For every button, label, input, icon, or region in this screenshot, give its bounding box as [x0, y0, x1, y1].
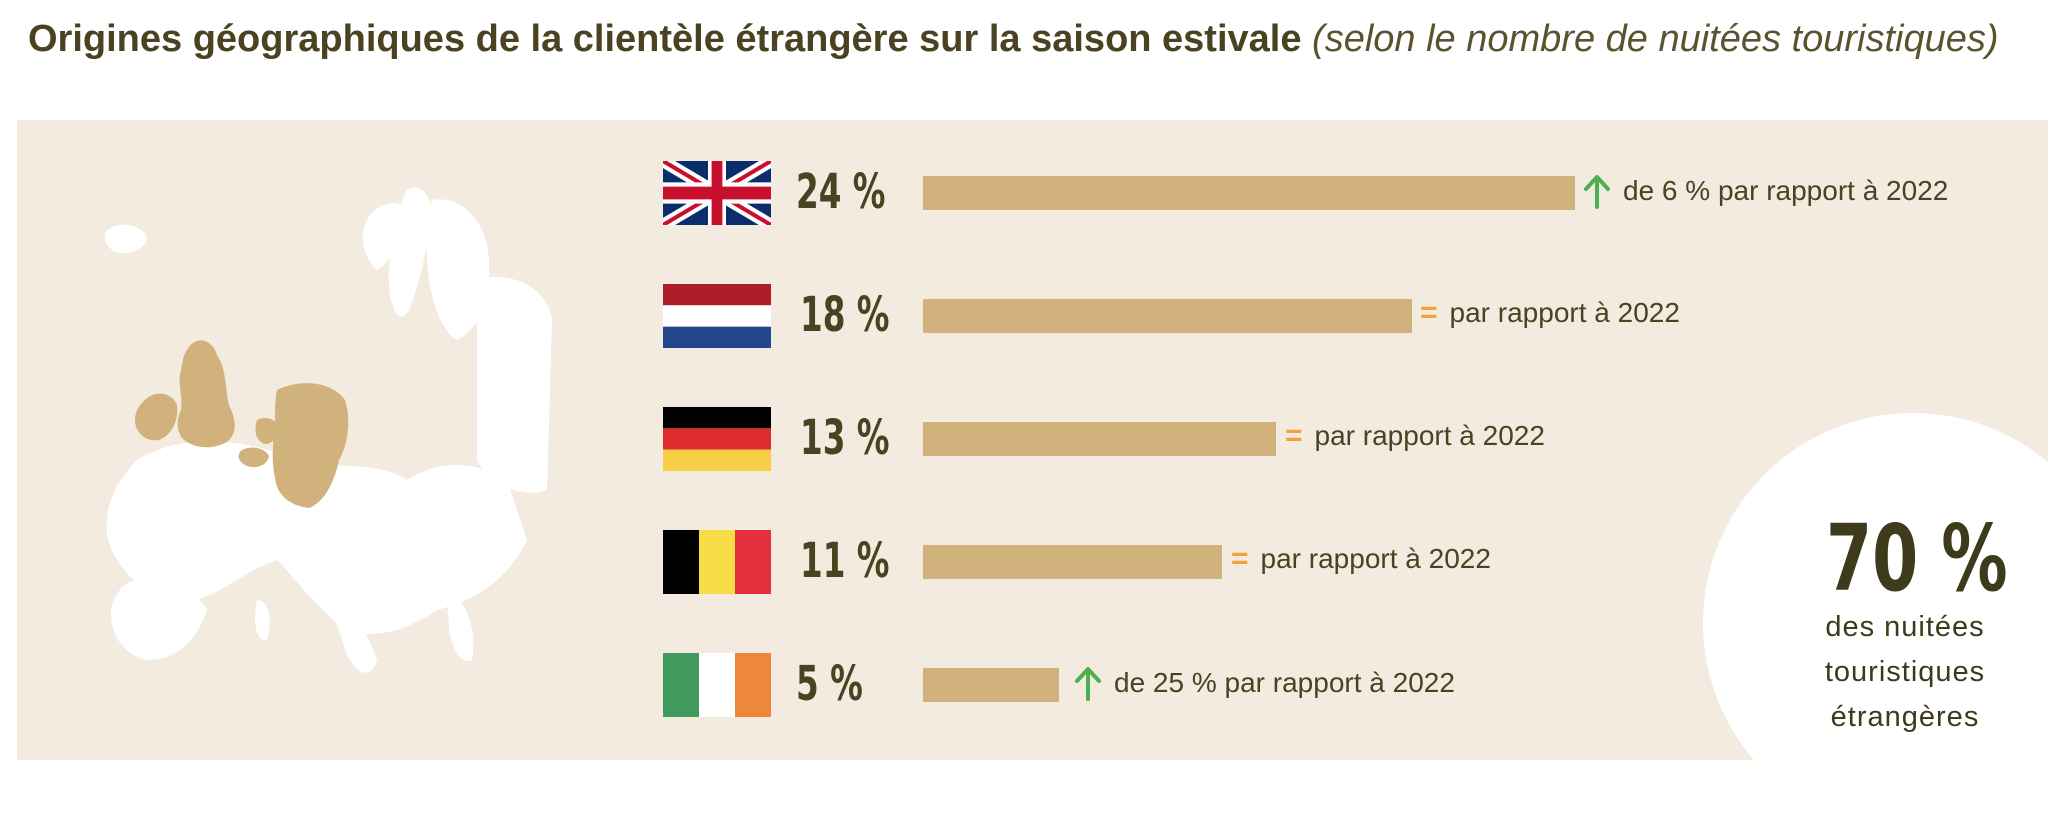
- arrow-up-icon: [1584, 175, 1610, 209]
- germany-flag-icon: [663, 407, 771, 471]
- data-label-belgium: 11 %: [800, 533, 890, 589]
- chart-title: Origines géographiques de la clientèle é…: [28, 18, 1999, 61]
- summary-value: 70 %: [1826, 505, 2008, 612]
- chart-title-subtitle: (selon le nombre de nuitées touristiques…: [1312, 18, 1999, 60]
- belgium-flag-icon: [663, 530, 771, 594]
- trend-note-germany: = par rapport à 2022: [1285, 419, 1545, 453]
- bar-ireland: [923, 668, 1059, 702]
- trend-note-belgium: = par rapport à 2022: [1231, 542, 1491, 576]
- summary-caption-line: étrangères: [1830, 701, 1980, 733]
- trend-note-text: par rapport à 2022: [1314, 420, 1545, 451]
- trend-note-text: de 6 % par rapport à 2022: [1623, 175, 1949, 206]
- equal-sign-icon: =: [1285, 419, 1303, 452]
- summary-caption: des nuitées touristiques étrangères: [1805, 605, 2005, 740]
- data-label-germany: 13 %: [800, 410, 890, 466]
- ireland-flag-icon: [663, 653, 771, 717]
- equal-sign-icon: =: [1420, 296, 1438, 329]
- chart-panel: 24 % 18 % 13 % 11 % 5 % de 6 % par rappo…: [17, 120, 2048, 760]
- trend-note-text: par rapport à 2022: [1260, 543, 1491, 574]
- uk-flag-icon: [663, 161, 771, 225]
- bar-belgium: [923, 545, 1222, 579]
- europe-map-icon: [105, 187, 552, 673]
- chart-title-main: Origines géographiques de la clientèle é…: [28, 18, 1302, 60]
- summary-caption-line: des nuitées: [1825, 611, 1985, 643]
- trend-note-ireland: de 25 % par rapport à 2022: [1074, 665, 1455, 701]
- trend-note-uk: de 6 % par rapport à 2022: [1583, 173, 1948, 209]
- data-label-uk: 24 %: [796, 164, 886, 220]
- netherlands-flag-icon: [663, 284, 771, 348]
- trend-note-text: par rapport à 2022: [1449, 297, 1680, 328]
- bar-uk: [923, 176, 1575, 210]
- trend-note-netherlands: = par rapport à 2022: [1420, 296, 1680, 330]
- bar-germany: [923, 422, 1277, 456]
- summary-caption-line: touristiques: [1824, 656, 1986, 688]
- data-label-ireland: 5 %: [796, 656, 863, 712]
- arrow-up-icon: [1075, 667, 1101, 701]
- data-label-netherlands: 18 %: [800, 287, 890, 343]
- equal-sign-icon: =: [1231, 542, 1249, 575]
- trend-note-text: de 25 % par rapport à 2022: [1114, 667, 1455, 698]
- bar-netherlands: [923, 299, 1412, 333]
